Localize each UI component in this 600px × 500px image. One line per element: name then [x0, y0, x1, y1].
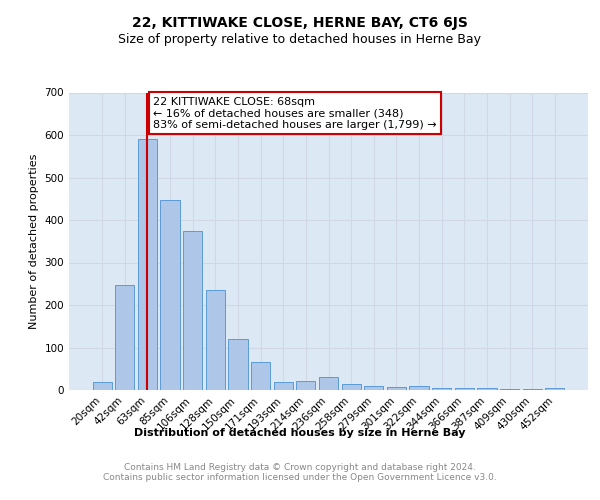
Text: Contains HM Land Registry data © Crown copyright and database right 2024.
Contai: Contains HM Land Registry data © Crown c…	[103, 463, 497, 482]
Bar	[183, 230, 202, 390]
Text: Size of property relative to detached houses in Herne Bay: Size of property relative to detached ho…	[119, 32, 482, 46]
Text: 22, KITTIWAKE CLOSE, HERNE BAY, CT6 6JS: 22, KITTIWAKE CLOSE, HERNE BAY, CT6 6JS	[132, 16, 468, 30]
Bar	[251, 362, 270, 390]
Bar	[409, 386, 428, 390]
Bar	[500, 388, 519, 390]
Bar	[523, 389, 542, 390]
Text: Distribution of detached houses by size in Herne Bay: Distribution of detached houses by size …	[134, 428, 466, 438]
Bar	[138, 139, 157, 390]
Bar	[274, 382, 293, 390]
Bar	[477, 388, 497, 390]
Bar	[319, 377, 338, 390]
Y-axis label: Number of detached properties: Number of detached properties	[29, 154, 39, 329]
Bar	[115, 284, 134, 390]
Bar	[364, 386, 383, 390]
Bar	[387, 386, 406, 390]
Bar	[455, 388, 474, 390]
Bar	[229, 339, 248, 390]
Bar	[92, 382, 112, 390]
Text: 22 KITTIWAKE CLOSE: 68sqm
← 16% of detached houses are smaller (348)
83% of semi: 22 KITTIWAKE CLOSE: 68sqm ← 16% of detac…	[153, 97, 437, 130]
Bar	[296, 380, 316, 390]
Bar	[545, 388, 565, 390]
Bar	[160, 200, 180, 390]
Bar	[432, 388, 451, 390]
Bar	[341, 384, 361, 390]
Bar	[206, 290, 225, 390]
